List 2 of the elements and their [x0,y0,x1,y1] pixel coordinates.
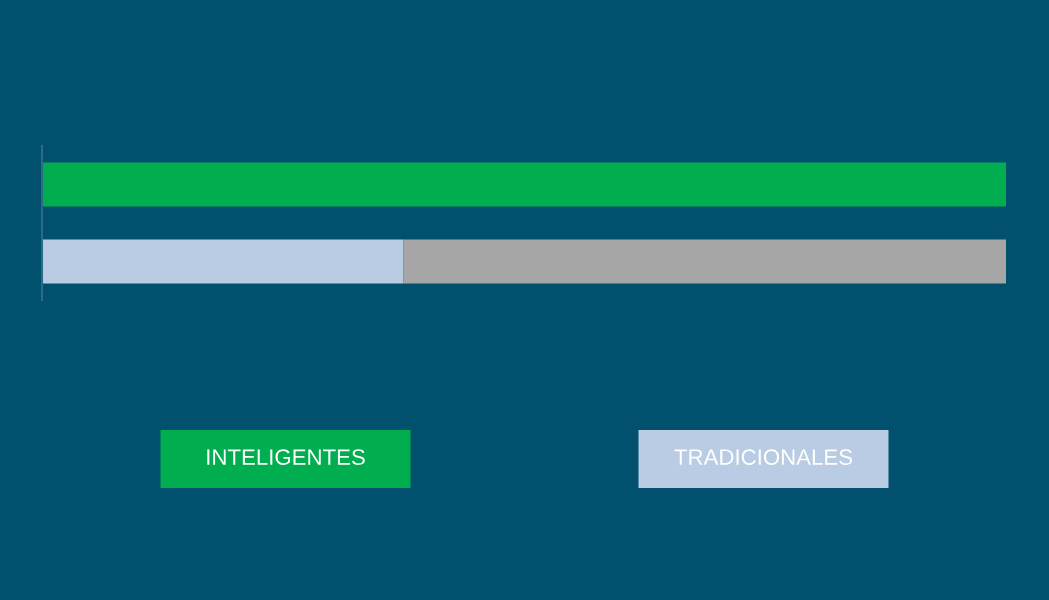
text: INTELIGENTES [207,449,365,465]
text: TRADICIONALES [674,449,852,465]
